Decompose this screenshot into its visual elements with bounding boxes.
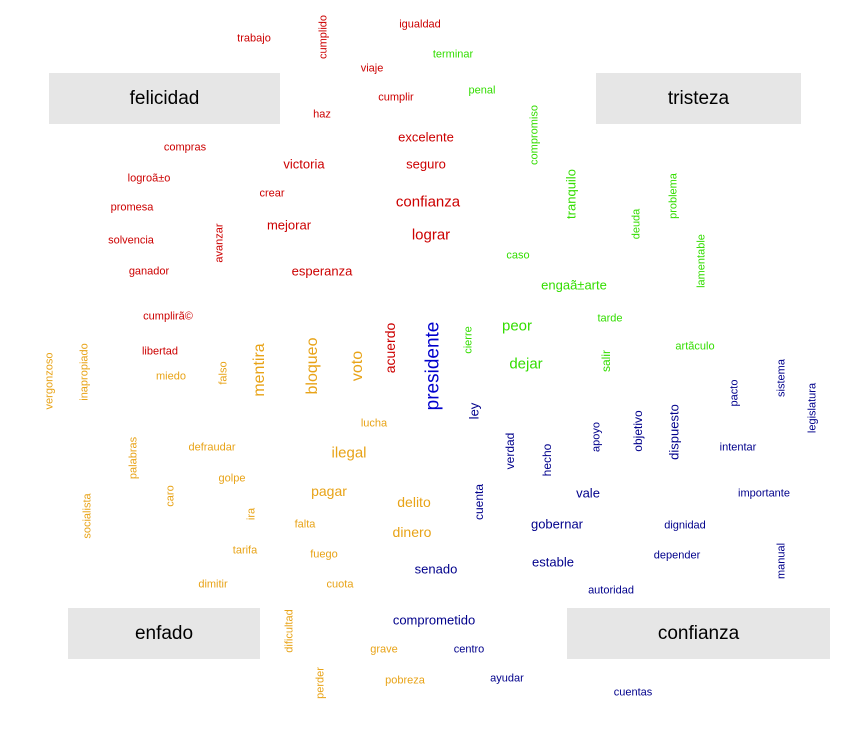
- word-enfado: tarifa: [232, 544, 258, 557]
- word-felicidad: igualdad: [399, 18, 441, 31]
- word-confianza: legislatura: [806, 382, 819, 434]
- word-confianza: intentar: [719, 441, 757, 454]
- word-confianza: hecho: [540, 443, 554, 477]
- word-tristeza: lamentable: [695, 234, 708, 288]
- word-enfado: caro: [164, 485, 177, 507]
- category-label-tristeza: tristeza: [596, 73, 801, 124]
- word-felicidad: trabajo: [237, 32, 271, 45]
- word-confianza: centro: [453, 643, 485, 656]
- word-enfado: falso: [217, 361, 230, 385]
- word-confianza: dispuesto: [666, 404, 682, 460]
- category-label-confianza: confianza: [567, 608, 830, 659]
- word-tristeza: penal: [468, 84, 496, 97]
- word-enfado: dinero: [392, 524, 432, 540]
- word-confianza: objetivo: [631, 410, 645, 452]
- word-confianza: senado: [414, 561, 458, 577]
- word-enfado: perder: [314, 667, 327, 699]
- word-confianza: cuentas: [613, 686, 653, 699]
- word-enfado: palabras: [127, 436, 140, 480]
- word-tristeza: artã­culo: [675, 340, 715, 353]
- word-felicidad: acuerdo: [382, 322, 398, 374]
- word-enfado: inapropiado: [78, 343, 91, 401]
- word-felicidad: ganador: [128, 265, 170, 278]
- word-enfado: pobreza: [385, 674, 425, 687]
- word-enfado: vergonzoso: [43, 352, 56, 410]
- word-tristeza: compromiso: [528, 105, 541, 165]
- word-felicidad: lograr: [411, 226, 451, 244]
- word-tristeza: problema: [667, 173, 680, 219]
- word-felicidad: victoria: [283, 156, 325, 172]
- word-felicidad: crear: [259, 187, 285, 200]
- word-enfado: miedo: [156, 370, 186, 383]
- word-felicidad: cumplirã©: [143, 310, 193, 323]
- word-tristeza: tarde: [597, 312, 623, 325]
- word-enfado: ira: [245, 507, 258, 521]
- word-enfado: dificultad: [283, 609, 296, 653]
- word-tristeza: salir: [599, 349, 613, 373]
- word-confianza: comprometido: [392, 612, 476, 628]
- word-enfado: voto: [349, 350, 366, 382]
- word-confianza: importante: [738, 487, 790, 500]
- word-felicidad: seguro: [406, 156, 446, 172]
- word-enfado: dimitir: [198, 578, 228, 591]
- word-felicidad: avanzar: [213, 223, 226, 263]
- word-tristeza: caso: [506, 249, 530, 262]
- word-felicidad: viaje: [360, 62, 384, 75]
- word-tristeza: terminar: [432, 48, 474, 61]
- word-confianza: depender: [653, 549, 701, 562]
- word-confianza: gobernar: [530, 516, 584, 532]
- word-tristeza: cierre: [462, 326, 475, 354]
- word-enfado: mentira: [251, 343, 268, 397]
- word-felicidad: promesa: [110, 201, 154, 214]
- word-felicidad: esperanza: [291, 263, 353, 279]
- word-tristeza: deuda: [630, 208, 643, 240]
- word-enfado: socialista: [81, 493, 94, 539]
- word-confianza: estable: [532, 554, 574, 570]
- word-enfado: lucha: [360, 417, 388, 430]
- word-tristeza: engaã±arte: [541, 277, 607, 293]
- word-enfado: ilegal: [331, 444, 367, 462]
- word-confianza: ayudar: [490, 672, 524, 685]
- word-felicidad: compras: [163, 141, 207, 154]
- word-tristeza: tranquilo: [563, 169, 579, 219]
- word-felicidad: mejorar: [266, 217, 312, 233]
- word-enfado: cuota: [326, 578, 354, 591]
- word-felicidad: solvencia: [108, 234, 154, 247]
- word-tristeza: peor: [501, 317, 533, 335]
- category-label-felicidad: felicidad: [49, 73, 280, 124]
- word-confianza: vale: [576, 485, 600, 501]
- word-felicidad: excelente: [398, 129, 454, 145]
- word-felicidad: logroã±o: [127, 172, 171, 185]
- word-confianza: manual: [775, 542, 788, 580]
- word-enfado: grave: [370, 643, 398, 656]
- word-enfado: delito: [397, 494, 431, 510]
- word-felicidad: cumplido: [317, 14, 330, 60]
- category-label-enfado: enfado: [68, 608, 260, 659]
- word-confianza: ley: [466, 402, 482, 420]
- word-felicidad: confianza: [395, 193, 461, 211]
- word-enfado: defraudar: [188, 441, 236, 454]
- word-confianza: dignidad: [664, 519, 706, 532]
- word-enfado: golpe: [218, 472, 246, 485]
- word-confianza: autoridad: [588, 584, 634, 597]
- word-felicidad: cumplir: [378, 91, 414, 104]
- word-felicidad: haz: [313, 108, 331, 121]
- word-felicidad: libertad: [141, 345, 179, 358]
- word-confianza: verdad: [503, 432, 517, 470]
- word-enfado: fuego: [310, 548, 338, 561]
- word-confianza: cuenta: [472, 483, 486, 521]
- word-emphasis: presidente: [422, 321, 444, 411]
- word-enfado: pagar: [311, 483, 347, 499]
- word-confianza: apoyo: [590, 422, 603, 452]
- word-confianza: pacto: [728, 379, 741, 407]
- word-confianza: sistema: [775, 359, 788, 397]
- word-enfado: falta: [294, 518, 316, 531]
- word-tristeza: dejar: [509, 355, 543, 373]
- word-enfado: bloqueo: [304, 337, 321, 395]
